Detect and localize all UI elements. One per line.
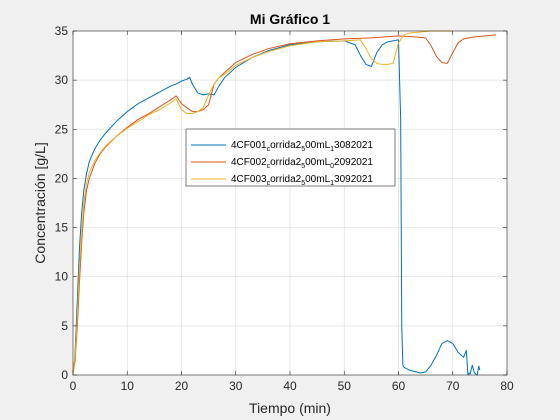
legend-text: orrida2 — [270, 174, 302, 185]
x-tick-label: 40 — [283, 379, 297, 393]
y-tick-label: 0 — [61, 368, 68, 382]
legend-subscript: 1 — [330, 180, 334, 187]
y-tick-label: 5 — [61, 319, 68, 333]
x-axis-label: Tiempo (min) — [249, 400, 331, 416]
legend-text: 2092021 — [334, 157, 373, 168]
legend-subscript: c — [267, 180, 271, 187]
legend-text: orrida2 — [270, 140, 302, 151]
legend-label-3: 4CF003corrida2500mL13092021 — [231, 174, 373, 187]
legend-text: 00mL — [305, 140, 330, 151]
y-tick-label: 15 — [55, 221, 69, 235]
legend-text: 00mL — [305, 157, 330, 168]
y-axis-label: Concentración [g/L] — [32, 142, 48, 263]
x-tick-label: 50 — [338, 379, 352, 393]
legend-subscript: 0 — [330, 163, 334, 170]
x-tick-label: 10 — [121, 379, 135, 393]
legend-text: 4CF001 — [231, 140, 267, 151]
legend-subscript: 5 — [301, 146, 305, 153]
legend-subscript: 5 — [301, 180, 305, 187]
series-lines — [72, 30, 497, 376]
axis-ticks — [72, 30, 508, 376]
legend-subscript: c — [267, 163, 271, 170]
legend-label-2: 4CF002corrida2500mL02092021 — [231, 157, 373, 170]
y-tick-label: 30 — [55, 73, 69, 87]
y-tick-label: 10 — [55, 270, 69, 284]
x-tick-label: 80 — [500, 379, 514, 393]
legend-subscript: 5 — [301, 163, 305, 170]
legend-text: 4CF003 — [231, 174, 267, 185]
series-line-2 — [72, 34, 497, 374]
y-tick-label: 20 — [55, 171, 69, 185]
legend: 4CF001corrida2500mL130820214CF002corrida… — [185, 128, 396, 187]
y-tick-label: 35 — [55, 24, 69, 38]
x-tick-label: 30 — [229, 379, 243, 393]
x-tick-label: 60 — [392, 379, 406, 393]
legend-label-1: 4CF001corrida2500mL13082021 — [231, 140, 373, 153]
legend-box — [185, 128, 396, 187]
legend-subscript: 1 — [330, 146, 334, 153]
y-tick-label: 25 — [55, 122, 69, 136]
x-tick-label: 0 — [70, 379, 77, 393]
legend-text: 4CF002 — [231, 157, 267, 168]
legend-text: 3092021 — [334, 174, 373, 185]
chart-title: Mi Gráfico 1 — [250, 11, 330, 27]
series-line-3 — [72, 30, 453, 374]
x-tick-label: 20 — [175, 379, 189, 393]
legend-text: 00mL — [305, 174, 330, 185]
legend-text: orrida2 — [270, 157, 302, 168]
x-tick-label: 70 — [446, 379, 460, 393]
legend-text: 3082021 — [334, 140, 373, 151]
legend-subscript: c — [267, 146, 271, 153]
